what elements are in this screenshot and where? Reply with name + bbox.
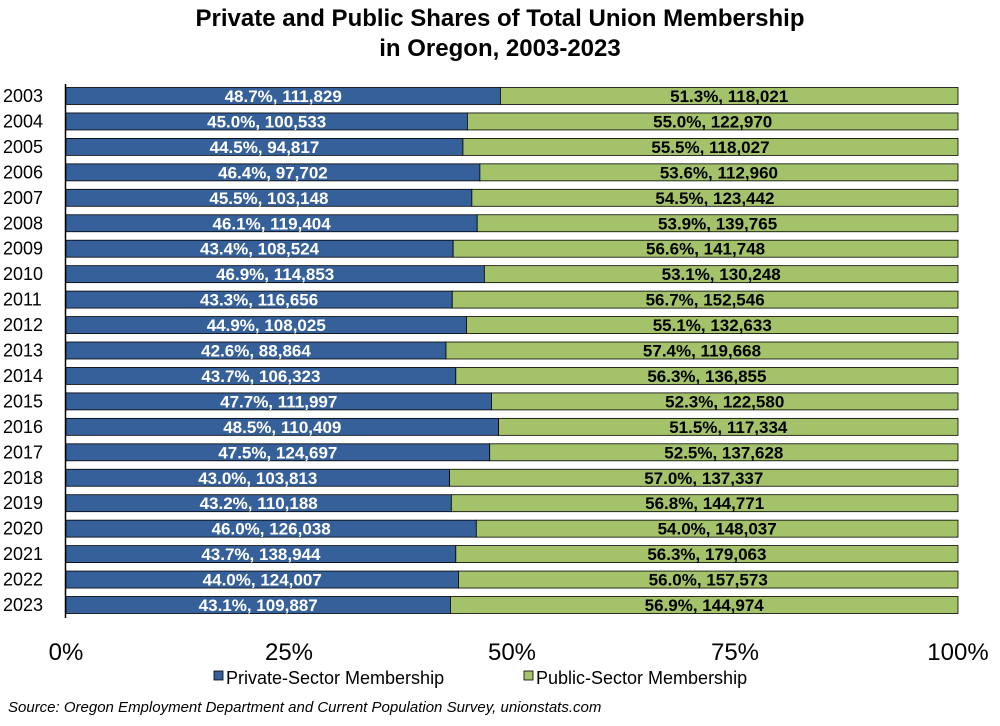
public-data-label: 56.6%, 141,748 <box>646 240 765 259</box>
private-data-label: 43.2%, 110,188 <box>200 494 318 513</box>
public-data-label: 55.1%, 132,633 <box>653 316 772 335</box>
public-data-label: 56.0%, 157,573 <box>649 571 768 590</box>
public-bar <box>476 214 959 233</box>
public-bar <box>483 265 959 284</box>
x-tick-label: 25% <box>265 639 313 666</box>
public-bar <box>445 341 959 360</box>
private-data-label: 48.7%, 111,829 <box>225 87 342 106</box>
x-tick-label: 0% <box>49 639 84 666</box>
x-tick-label: 100% <box>927 639 988 666</box>
y-tick-label: 2013 <box>3 341 43 361</box>
y-tick-label: 2008 <box>3 213 43 233</box>
y-tick-label: 2018 <box>3 468 43 488</box>
private-data-label: 44.9%, 108,025 <box>207 316 326 335</box>
chart-title: Private and Public Shares of Total Union… <box>0 4 1000 64</box>
x-tick-label: 50% <box>488 639 536 666</box>
x-tick-label: 75% <box>711 639 759 666</box>
private-data-label: 47.5%, 124,697 <box>218 443 337 462</box>
public-data-label: 56.8%, 144,771 <box>645 494 764 513</box>
public-data-label: 54.0%, 148,037 <box>658 520 777 539</box>
y-tick-label: 2015 <box>3 391 43 411</box>
private-data-label: 46.4%, 97,702 <box>218 163 328 182</box>
private-data-label: 43.7%, 106,323 <box>201 367 320 386</box>
private-data-label: 46.1%, 119,404 <box>213 214 332 233</box>
legend-label-public: Public-Sector Membership <box>536 668 747 688</box>
y-tick-label: 2010 <box>3 264 43 284</box>
public-bar <box>466 112 959 131</box>
public-data-label: 53.1%, 130,248 <box>662 265 781 284</box>
y-tick-label: 2005 <box>3 137 43 157</box>
private-data-label: 47.7%, 111,997 <box>220 392 337 411</box>
private-data-label: 43.3%, 116,656 <box>200 291 318 310</box>
public-bar <box>491 392 959 411</box>
public-bar <box>450 494 959 513</box>
private-data-label: 43.7%, 138,944 <box>201 545 321 564</box>
public-bar <box>452 239 959 258</box>
public-bar <box>479 163 959 182</box>
public-data-label: 52.3%, 122,580 <box>665 392 784 411</box>
chart-title-line-2: in Oregon, 2003-2023 <box>379 35 621 62</box>
public-data-label: 56.7%, 152,546 <box>646 291 765 310</box>
private-data-label: 44.0%, 124,007 <box>203 571 322 590</box>
y-tick-label: 2003 <box>3 86 43 106</box>
y-tick-label: 2007 <box>3 188 43 208</box>
bar-chart: 2003 48.7%, 111,829 51.3%, 118,021 2004 45.0… <box>3 84 989 688</box>
y-tick-label: 2021 <box>3 544 43 564</box>
private-data-label: 45.0%, 100,533 <box>207 112 326 131</box>
chart-title-line-1: Private and Public Shares of Total Union… <box>195 5 805 32</box>
public-bar <box>458 570 959 589</box>
y-tick-label: 2006 <box>3 162 43 182</box>
legend-label-private: Private-Sector Membership <box>226 668 444 688</box>
y-tick-label: 2014 <box>3 366 43 386</box>
public-data-label: 54.5%, 123,442 <box>655 189 774 208</box>
public-data-label: 53.6%, 112,960 <box>660 163 778 182</box>
y-tick-label: 2020 <box>3 519 43 539</box>
public-bar <box>450 596 959 614</box>
public-bar <box>451 290 959 309</box>
public-bar <box>455 545 959 563</box>
public-data-label: 57.4%, 119,668 <box>643 342 761 361</box>
y-tick-label: 2016 <box>3 417 43 437</box>
y-tick-label: 2004 <box>3 111 43 131</box>
public-bar <box>471 188 959 207</box>
public-bar <box>489 443 959 462</box>
public-data-label: 55.5%, 118,027 <box>651 138 769 157</box>
public-data-label: 57.0%, 137,337 <box>644 469 763 488</box>
y-tick-label: 2019 <box>3 493 43 513</box>
y-tick-label: 2023 <box>3 595 43 615</box>
private-data-label: 43.1%, 109,887 <box>199 596 318 615</box>
public-data-label: 56.3%, 179,063 <box>647 545 766 564</box>
private-data-label: 46.9%, 114,853 <box>216 265 334 284</box>
public-bar <box>475 519 959 538</box>
legend-swatch-public <box>523 670 534 681</box>
private-data-label: 45.5%, 103,148 <box>209 189 328 208</box>
y-tick-label: 2009 <box>3 239 43 259</box>
legend-swatch-private <box>213 670 224 681</box>
public-bar <box>449 468 959 487</box>
public-data-label: 51.5%, 117,334 <box>669 418 788 437</box>
y-tick-label: 2017 <box>3 442 43 462</box>
public-data-label: 56.3%, 136,855 <box>647 367 766 386</box>
private-data-label: 43.0%, 103,813 <box>198 469 317 488</box>
private-data-label: 44.5%, 94,817 <box>210 138 320 157</box>
private-data-label: 43.4%, 108,524 <box>200 240 320 259</box>
source-note: Source: Oregon Employment Department and… <box>8 699 602 716</box>
public-bar <box>500 87 959 105</box>
y-tick-label: 2012 <box>3 315 43 335</box>
public-data-label: 55.0%, 122,970 <box>653 112 772 131</box>
private-data-label: 48.5%, 110,409 <box>223 418 341 437</box>
public-data-label: 52.5%, 137,628 <box>664 443 783 462</box>
y-tick-label: 2011 <box>3 290 42 310</box>
private-data-label: 46.0%, 126,038 <box>212 520 331 539</box>
y-tick-label: 2022 <box>3 570 43 590</box>
public-data-label: 53.9%, 139,765 <box>658 214 777 233</box>
public-data-label: 51.3%, 118,021 <box>670 87 788 106</box>
public-bar <box>462 137 959 156</box>
public-bar <box>455 367 959 385</box>
private-data-label: 42.6%, 88,864 <box>201 342 311 361</box>
public-data-label: 56.9%, 144,974 <box>645 596 765 615</box>
public-bar <box>466 316 959 334</box>
public-bar <box>498 417 959 436</box>
